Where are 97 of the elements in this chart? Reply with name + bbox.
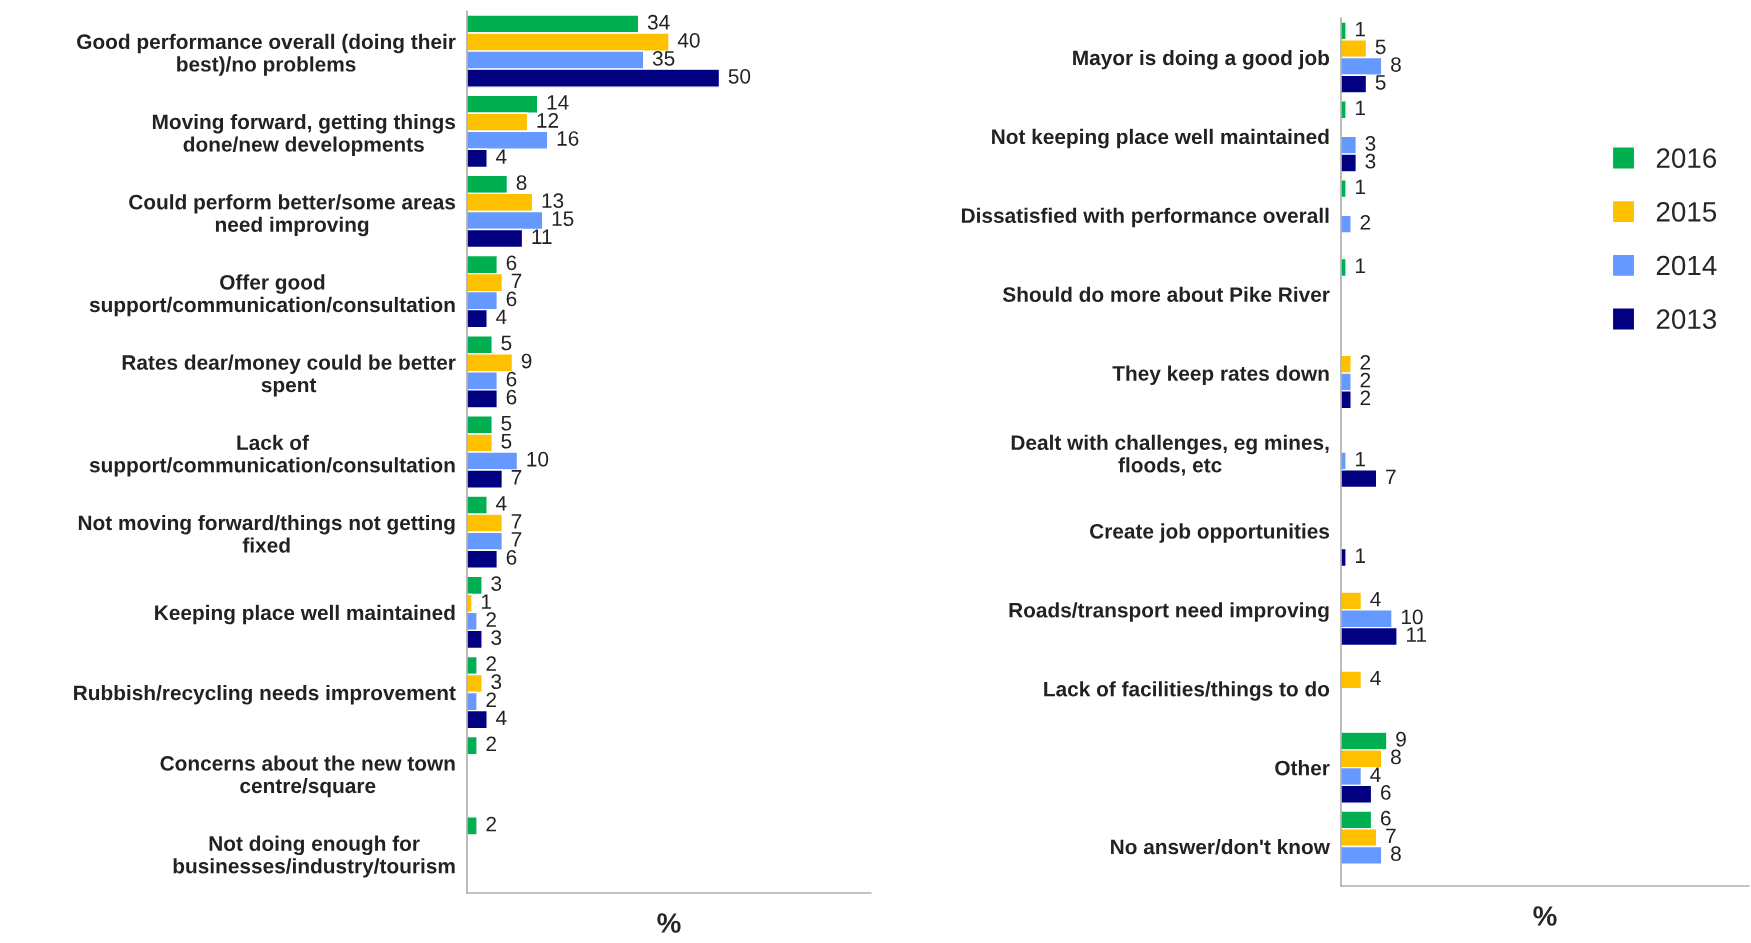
data-label: 15 — [552, 211, 574, 227]
y-tick-label: Not keeping place well maintained — [992, 128, 1329, 149]
data-label: 13 — [542, 193, 564, 209]
y-tick-label: Dealt with challenges, eg mines, floods, etc — [1011, 434, 1329, 476]
legend-label: 2016 — [1656, 148, 1717, 168]
y-tick-label: Lack of facilities/things to do — [1044, 681, 1330, 701]
y-tick-label: They keep rates down — [1112, 365, 1329, 385]
y-tick-label: Not doing enough for businesses/industry/tourism — [173, 835, 455, 878]
data-label: 14 — [547, 95, 569, 110]
data-label: 8 — [1391, 57, 1401, 72]
y-tick-label: Not moving forward/things not getting fixed — [78, 514, 455, 553]
data-label: 1 — [1356, 179, 1365, 195]
y-tick-label: Other — [1275, 760, 1330, 776]
data-label: 2 — [486, 816, 496, 832]
data-label: 1 — [1356, 258, 1365, 273]
data-label: 4 — [1370, 592, 1381, 607]
y-tick-label: Mayor is doing a good job — [1073, 49, 1330, 70]
data-label: 6 — [506, 255, 517, 271]
y-tick-label: Lack of support/communication/consultation — [89, 434, 455, 477]
y-tick-label: Could perform better/some areas need improving — [129, 194, 456, 237]
x-axis-title: % — [657, 913, 681, 933]
data-label: 6 — [1380, 785, 1391, 800]
data-label: 4 — [1370, 767, 1381, 782]
data-label: 10 — [527, 451, 549, 467]
y-tick-label: Offer good support/communication/consultation — [89, 274, 455, 317]
y-tick-label: Roads/transport need improving — [1009, 602, 1329, 622]
y-tick-label: No answer/don't know — [1111, 839, 1330, 855]
data-label: 4 — [496, 309, 507, 325]
legend-label: 2013 — [1656, 309, 1717, 330]
data-label: 3 — [491, 674, 502, 690]
data-label: 2 — [486, 736, 496, 752]
data-label: 3 — [491, 576, 502, 591]
data-label: 40 — [677, 32, 700, 48]
y-tick-label: Moving forward, getting things done/new developments — [152, 113, 456, 156]
data-label: 9 — [1396, 731, 1406, 747]
y-tick-label: Rates dear/money could be better spent — [122, 354, 456, 397]
data-label: 1 — [481, 594, 491, 609]
data-label: 5 — [501, 415, 512, 431]
data-label: 4 — [496, 496, 507, 511]
data-label: 2 — [1360, 355, 1371, 370]
data-label: 7 — [511, 470, 522, 485]
data-label: 8 — [516, 175, 527, 190]
data-label: 1 — [1356, 21, 1365, 37]
y-tick-label: Rubbish/recycling needs improvement — [74, 685, 456, 705]
data-label: 5 — [501, 335, 512, 351]
data-label: 1 — [1356, 100, 1365, 116]
data-label: 1 — [1356, 548, 1365, 563]
data-label: 6 — [506, 291, 517, 307]
data-label: 2 — [486, 656, 496, 671]
data-label: 2 — [1360, 372, 1371, 388]
data-label: 3 — [1365, 136, 1376, 151]
data-label: 2 — [486, 612, 496, 627]
data-label: 6 — [506, 550, 517, 565]
x-axis-title: % — [1533, 906, 1557, 926]
data-label: 2 — [1360, 390, 1371, 406]
data-label: 4 — [496, 149, 507, 164]
y-tick-label: Concerns about the new town centre/square — [160, 755, 455, 798]
data-label: 7 — [511, 514, 522, 529]
data-label: 8 — [1391, 749, 1401, 765]
data-label: 7 — [511, 532, 522, 547]
data-label: 11 — [1407, 627, 1427, 642]
data-label: 2 — [486, 692, 496, 707]
data-label: 35 — [652, 50, 675, 66]
y-tick-label: Create job opportunities — [1090, 523, 1330, 543]
data-label: 8 — [1391, 846, 1401, 862]
data-label: 2 — [1360, 214, 1371, 230]
y-tick-label: Keeping place well maintained — [155, 604, 455, 625]
bar — [1341, 670, 1363, 690]
bar — [1341, 214, 1352, 234]
data-label: 4 — [1370, 670, 1381, 686]
data-label: 7 — [1386, 469, 1396, 485]
data-label: 12 — [537, 113, 559, 128]
data-label: 34 — [647, 14, 670, 30]
y-tick-label: Dissatisfied with performance overall — [961, 207, 1329, 228]
data-label: 50 — [728, 68, 751, 84]
data-label: 6 — [506, 371, 517, 387]
data-label: 16 — [557, 131, 579, 146]
legend-label: 2015 — [1656, 202, 1717, 222]
data-label: 3 — [491, 630, 502, 646]
data-label: 4 — [496, 710, 507, 725]
legend-label: 2014 — [1656, 255, 1717, 276]
y-tick-label: Should do more about Pike River — [1002, 286, 1330, 302]
data-label: 10 — [1401, 609, 1423, 625]
data-label: 5 — [1375, 75, 1386, 90]
bar — [467, 816, 478, 836]
data-label: 9 — [521, 353, 532, 369]
data-label: 6 — [1380, 810, 1391, 826]
bar — [467, 735, 478, 756]
data-label: 6 — [506, 389, 517, 405]
data-label: 11 — [532, 229, 552, 244]
data-label: 7 — [1386, 828, 1396, 844]
data-label: 3 — [1365, 153, 1376, 169]
data-label: 5 — [501, 434, 512, 449]
data-label: 5 — [1375, 39, 1386, 55]
data-label: 1 — [1356, 451, 1365, 467]
y-tick-label: Good performance overall (doing their best)/no problems — [77, 33, 456, 76]
data-label: 7 — [511, 273, 522, 288]
